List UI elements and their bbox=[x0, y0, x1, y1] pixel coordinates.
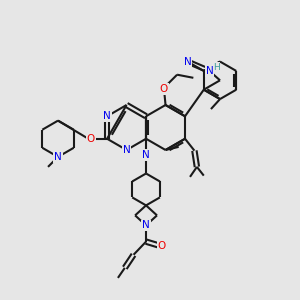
Text: O: O bbox=[158, 241, 166, 251]
Text: N: N bbox=[142, 220, 150, 230]
Text: H: H bbox=[213, 63, 220, 72]
Text: N: N bbox=[184, 57, 191, 67]
Text: N: N bbox=[123, 145, 130, 155]
Text: N: N bbox=[103, 111, 111, 121]
Text: N: N bbox=[142, 150, 150, 160]
Text: O: O bbox=[87, 134, 95, 144]
Text: N: N bbox=[206, 66, 213, 76]
Text: N: N bbox=[54, 152, 62, 162]
Text: O: O bbox=[160, 84, 168, 94]
